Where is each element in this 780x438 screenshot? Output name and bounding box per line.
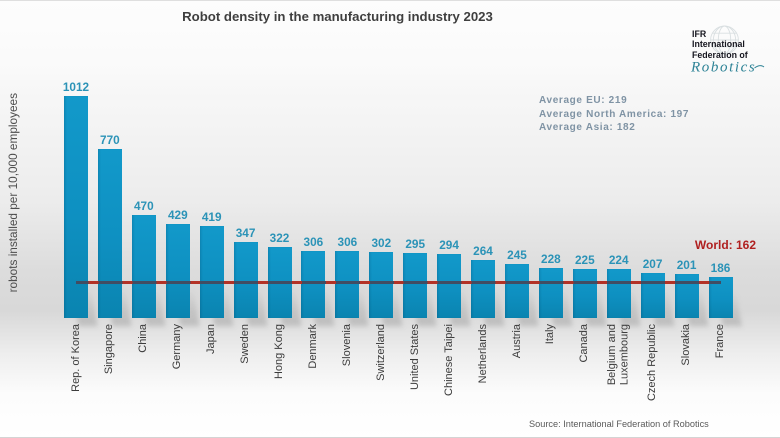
svg-text:Robotics: Robotics bbox=[690, 60, 756, 76]
